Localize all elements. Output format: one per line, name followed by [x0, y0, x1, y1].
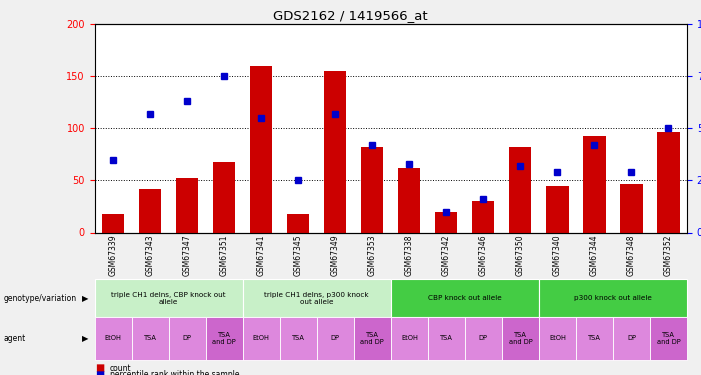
Text: GSM67338: GSM67338: [404, 235, 414, 276]
Text: TSA
and DP: TSA and DP: [657, 332, 681, 345]
Text: ▶: ▶: [82, 294, 89, 303]
Bar: [361, 147, 383, 232]
Text: GSM67342: GSM67342: [442, 235, 451, 276]
Text: GSM67347: GSM67347: [183, 235, 191, 276]
Text: GSM67351: GSM67351: [219, 235, 229, 276]
Text: GSM67340: GSM67340: [553, 235, 562, 276]
Bar: [176, 178, 198, 232]
Bar: [620, 184, 643, 232]
Text: TSA
and DP: TSA and DP: [508, 332, 532, 345]
Text: GSM67349: GSM67349: [331, 235, 340, 276]
Text: GSM67348: GSM67348: [627, 235, 636, 276]
Bar: [583, 136, 606, 232]
Text: genotype/variation: genotype/variation: [4, 294, 76, 303]
Text: ▶: ▶: [82, 334, 89, 343]
Text: ■: ■: [95, 370, 104, 375]
Text: EtOH: EtOH: [401, 335, 418, 341]
Text: p300 knock out allele: p300 knock out allele: [574, 295, 652, 301]
Bar: [472, 201, 494, 232]
Text: TSA: TSA: [588, 335, 601, 341]
Text: EtOH: EtOH: [549, 335, 566, 341]
Bar: [658, 132, 679, 232]
Text: TSA: TSA: [144, 335, 156, 341]
Text: DP: DP: [627, 335, 636, 341]
Text: TSA: TSA: [440, 335, 453, 341]
Bar: [139, 189, 161, 232]
Bar: [509, 147, 531, 232]
Text: percentile rank within the sample: percentile rank within the sample: [110, 370, 240, 375]
Bar: [213, 162, 236, 232]
Text: triple CH1 delns, p300 knock
out allele: triple CH1 delns, p300 knock out allele: [264, 292, 369, 304]
Text: triple CH1 delns, CBP knock out
allele: triple CH1 delns, CBP knock out allele: [111, 292, 226, 304]
Text: GSM67345: GSM67345: [294, 235, 303, 276]
Text: EtOH: EtOH: [104, 335, 121, 341]
Text: GSM67352: GSM67352: [664, 235, 673, 276]
Bar: [435, 211, 458, 232]
Bar: [398, 168, 421, 232]
Bar: [250, 66, 272, 232]
Text: count: count: [110, 364, 132, 373]
Text: DP: DP: [479, 335, 488, 341]
Text: GDS2162 / 1419566_at: GDS2162 / 1419566_at: [273, 9, 428, 22]
Text: GSM67346: GSM67346: [479, 235, 488, 276]
Text: DP: DP: [183, 335, 191, 341]
Bar: [546, 186, 569, 232]
Bar: [102, 214, 124, 232]
Text: GSM67341: GSM67341: [257, 235, 266, 276]
Text: DP: DP: [331, 335, 340, 341]
Bar: [324, 71, 346, 232]
Text: GSM67344: GSM67344: [590, 235, 599, 276]
Text: GSM67339: GSM67339: [109, 235, 118, 276]
Text: GSM67353: GSM67353: [368, 235, 377, 276]
Text: ■: ■: [95, 363, 104, 373]
Text: EtOH: EtOH: [253, 335, 270, 341]
Text: TSA
and DP: TSA and DP: [360, 332, 384, 345]
Text: GSM67343: GSM67343: [146, 235, 155, 276]
Text: TSA
and DP: TSA and DP: [212, 332, 236, 345]
Text: agent: agent: [4, 334, 26, 343]
Text: CBP knock out allele: CBP knock out allele: [428, 295, 502, 301]
Text: TSA: TSA: [292, 335, 305, 341]
Text: GSM67350: GSM67350: [516, 235, 525, 276]
Bar: [287, 214, 309, 232]
